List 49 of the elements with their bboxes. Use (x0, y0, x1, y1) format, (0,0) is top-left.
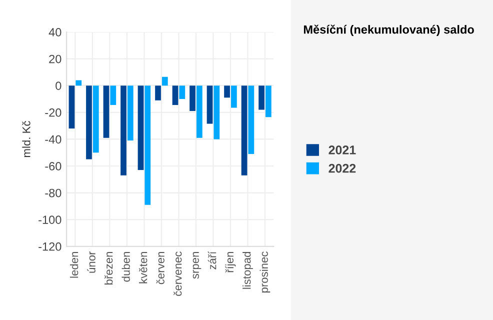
x-tick-label: září (208, 251, 216, 270)
bar (120, 86, 126, 176)
bar (76, 80, 82, 86)
x-tick-label: červen (156, 252, 164, 284)
x-tick-label: leden (70, 252, 78, 278)
bar (138, 86, 144, 170)
bar (266, 86, 272, 118)
bar (179, 86, 186, 99)
bar (190, 86, 196, 112)
bar (172, 86, 178, 106)
x-tick-label: srpen (192, 252, 202, 279)
y-tick-label: -100 (38, 216, 62, 224)
legend-label: 2021 (328, 146, 356, 154)
bar (110, 86, 116, 106)
y-axis-title: mld. Kč (22, 120, 30, 157)
bar (248, 86, 254, 154)
y-tick-label: 20 (49, 54, 62, 64)
bar (92, 86, 99, 153)
bar (68, 86, 75, 128)
x-tick-label: říjen (225, 252, 236, 273)
y-tick-label: -80 (45, 188, 62, 198)
legend-label: 2022 (328, 164, 356, 173)
x-tick-label: prosinec (260, 252, 270, 293)
x-tick-label: březen (104, 252, 113, 285)
bar (155, 86, 161, 100)
x-tick-label: únor (87, 251, 96, 273)
bar (230, 86, 237, 108)
bar (127, 86, 134, 141)
bar (214, 86, 220, 140)
bar (144, 86, 151, 205)
bar (196, 86, 202, 138)
bar (206, 86, 213, 124)
text: Měsíční (nekumulované) saldo (304, 24, 474, 36)
y-tick-label: -120 (38, 242, 62, 251)
bar (241, 86, 248, 176)
x-tick-label: listopad (242, 252, 253, 289)
bar (162, 76, 168, 86)
bar (224, 86, 230, 98)
y-tick-label: -60 (45, 162, 62, 170)
bar (258, 86, 264, 110)
y-tick-label: 0 (56, 82, 62, 90)
y-tick-label: -20 (45, 108, 62, 117)
x-tick-label: duben (122, 252, 130, 282)
bar (103, 86, 110, 138)
bar (86, 86, 92, 160)
x-tick-label: červenec (173, 252, 182, 296)
y-tick-label: 40 (48, 28, 62, 36)
y-tick-label: -40 (45, 135, 62, 144)
x-tick-label: květen (138, 252, 148, 284)
